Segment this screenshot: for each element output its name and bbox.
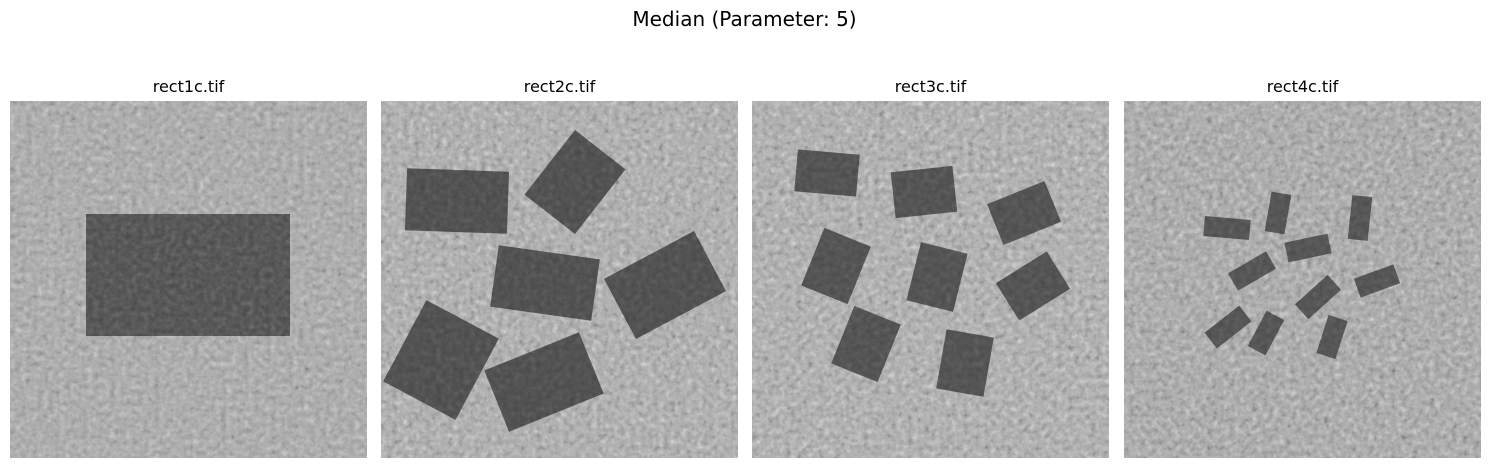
- panel-image: [752, 101, 1109, 458]
- image-panel-rect1c: rect1c.tif: [10, 76, 367, 458]
- image-panel-rect3c: rect3c.tif: [752, 76, 1109, 458]
- panel-title: rect2c.tif: [523, 77, 596, 96]
- panel-title: rect4c.tif: [1266, 77, 1339, 96]
- panel-image: [1124, 101, 1481, 458]
- figure-title: Median (Parameter: 5): [632, 7, 857, 31]
- panel-image: [10, 101, 367, 458]
- panel-title: rect1c.tif: [152, 77, 225, 96]
- panel-image: [381, 101, 738, 458]
- panel-title: rect3c.tif: [894, 77, 967, 96]
- image-panel-rect2c: rect2c.tif: [381, 76, 738, 458]
- image-panel-rect4c: rect4c.tif: [1124, 76, 1481, 458]
